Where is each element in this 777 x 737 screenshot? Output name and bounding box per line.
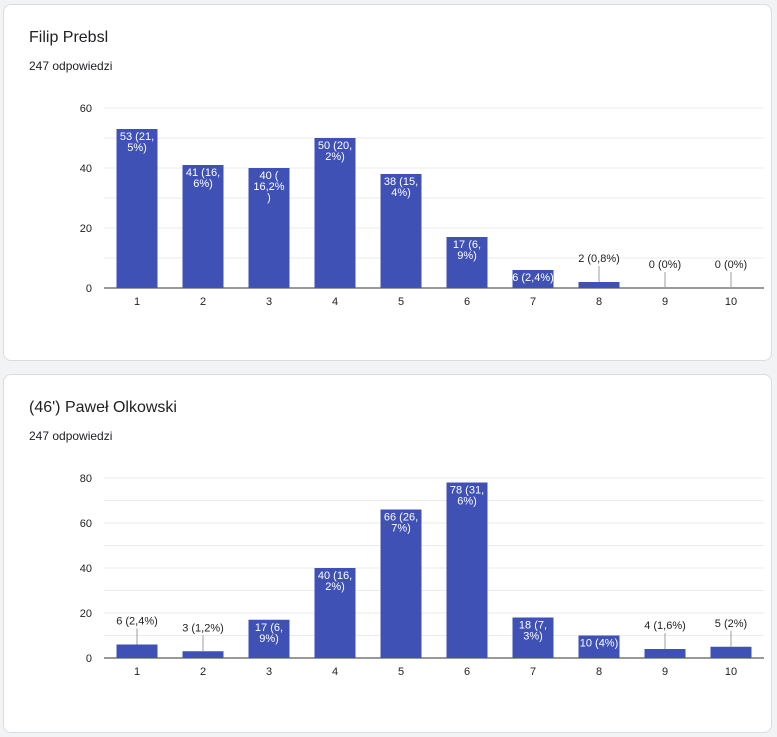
bar (314, 138, 356, 288)
bar (446, 237, 488, 288)
data-label: 9%) (259, 633, 279, 645)
y-tick-label: 80 (80, 473, 92, 485)
data-label: 6%) (457, 496, 477, 508)
data-label: 6%) (193, 178, 213, 190)
x-tick-label: 3 (266, 296, 272, 308)
bar (116, 644, 158, 658)
data-label: 9%) (457, 250, 477, 262)
x-tick-label: 5 (398, 296, 404, 308)
bar (512, 270, 554, 288)
x-tick-label: 4 (332, 296, 338, 308)
data-label: 40 (16, (318, 570, 352, 582)
x-tick-label: 9 (662, 296, 668, 308)
data-label: 40 ( (260, 170, 279, 182)
x-tick-label: 10 (725, 296, 737, 308)
y-tick-label: 40 (80, 563, 92, 575)
data-label: 4 (1,6%) (644, 620, 686, 632)
y-tick-label: 0 (86, 653, 92, 665)
data-label: 0 (0%) (715, 259, 747, 271)
data-label: 6 (2,4%) (116, 616, 158, 628)
bar (380, 509, 422, 658)
x-tick-label: 8 (596, 666, 602, 678)
x-tick-label: 2 (200, 666, 206, 678)
x-tick-label: 1 (134, 666, 140, 678)
y-tick-label: 60 (80, 103, 92, 115)
data-label: 2%) (325, 581, 345, 593)
bar (710, 646, 752, 658)
bar (248, 168, 290, 288)
data-label: 6 (2,4%) (512, 272, 554, 284)
data-label: 66 (26, (384, 512, 418, 524)
bar (116, 129, 158, 288)
bar (578, 635, 620, 658)
data-label: 5%) (127, 142, 147, 154)
bar-chart-1: 0 20 40 60 1 53 (21,5%) 2 41 (16,6%) 3 40 (16,2%)… (80, 103, 764, 308)
data-label: 2%) (325, 151, 345, 163)
data-label: 17 (6, (453, 239, 481, 251)
data-label: 7%) (391, 523, 411, 535)
data-label: 38 (15, (384, 176, 418, 188)
x-tick-label: 9 (662, 666, 668, 678)
x-tick-label: 7 (530, 666, 536, 678)
bar-chart-2: 0 20 40 60 80 1 6 (2,4%) 2 3 (1,2%) 3 17 (6,9%) 4 40… (80, 473, 764, 678)
data-label: 3%) (523, 631, 543, 643)
x-tick-label: 6 (464, 296, 470, 308)
data-label: 4%) (391, 187, 411, 199)
y-tick-label: 20 (80, 608, 92, 620)
data-label: 41 (16, (186, 167, 220, 179)
question-title: (46') Paweł Olkowski (29, 399, 177, 416)
data-label: 5 (2%) (715, 618, 747, 630)
bar (248, 619, 290, 658)
data-label: ) (267, 192, 271, 204)
bar (578, 282, 620, 288)
x-tick-label: 2 (200, 296, 206, 308)
data-label: 0 (0%) (649, 259, 681, 271)
data-label: 53 (21, (120, 131, 154, 143)
x-tick-label: 10 (725, 666, 737, 678)
x-tick-label: 1 (134, 296, 140, 308)
data-label: 18 (7, (519, 620, 547, 632)
question-title: Filip Prebsl (29, 29, 109, 46)
x-tick-label: 8 (596, 296, 602, 308)
data-label: 17 (6, (255, 622, 283, 634)
x-tick-label: 4 (332, 666, 338, 678)
bar (182, 165, 224, 288)
data-label: 3 (1,2%) (182, 622, 224, 634)
data-label: 50 (20, (318, 140, 352, 152)
x-tick-label: 5 (398, 666, 404, 678)
x-tick-label: 6 (464, 666, 470, 678)
x-tick-label: 7 (530, 296, 536, 308)
y-tick-label: 20 (80, 223, 92, 235)
bar (182, 651, 224, 658)
bar (512, 617, 554, 658)
y-tick-label: 40 (80, 163, 92, 175)
data-label: 16,2% (253, 181, 284, 193)
question-card-1: Filip Prebsl 247 odpowiedzi 0 20 40 60 1 53 (… (3, 4, 772, 361)
y-tick-label: 60 (80, 518, 92, 530)
response-count: 247 odpowiedzi (29, 59, 113, 73)
data-label: 10 (4%) (580, 638, 619, 650)
data-label: 78 (31, (450, 485, 484, 497)
response-count: 247 odpowiedzi (29, 429, 113, 443)
bar (314, 568, 356, 658)
question-card-2: (46') Paweł Olkowski 247 odpowiedzi 0 20 4… (3, 374, 772, 733)
data-label: 2 (0,8%) (578, 253, 620, 265)
bar (644, 649, 686, 658)
bar (380, 174, 422, 288)
bar (446, 482, 488, 658)
x-tick-label: 3 (266, 666, 272, 678)
y-tick-label: 0 (86, 283, 92, 295)
